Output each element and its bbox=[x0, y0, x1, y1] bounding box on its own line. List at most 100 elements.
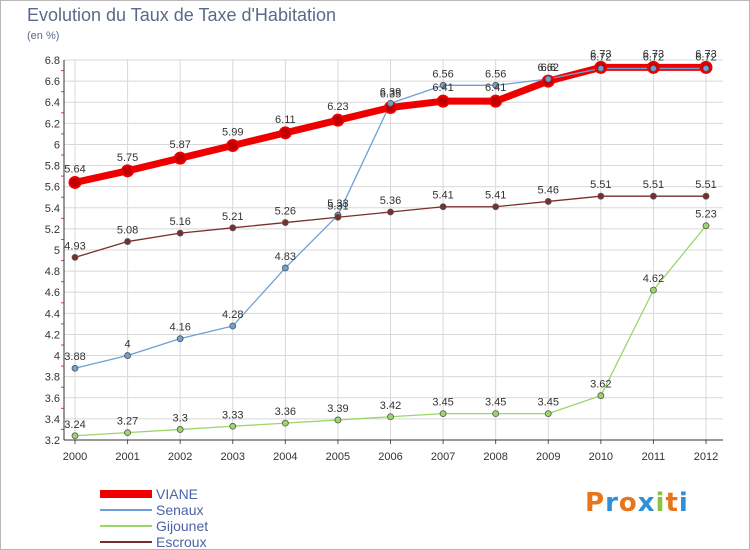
data-label: 5.23 bbox=[695, 209, 716, 221]
data-point bbox=[387, 208, 394, 216]
data-label: 5.75 bbox=[117, 152, 138, 164]
y-tick-label: 4.8 bbox=[45, 266, 60, 278]
data-point bbox=[650, 192, 657, 200]
logo-letter: t bbox=[665, 488, 679, 518]
data-label: 6.72 bbox=[695, 51, 716, 63]
data-label: 6.23 bbox=[327, 101, 348, 113]
data-point bbox=[334, 416, 342, 424]
data-labels: 5.645.755.875.996.116.236.356.41 6.416.66… bbox=[64, 48, 716, 430]
data-label: 6.6 bbox=[541, 62, 556, 74]
x-tick-label: 2007 bbox=[431, 451, 455, 463]
logo-letter: o bbox=[618, 488, 638, 518]
data-label: 5.87 bbox=[169, 139, 190, 151]
x-tick-label: 2005 bbox=[326, 451, 350, 463]
y-tick-label: 6 bbox=[54, 139, 60, 151]
x-tick-label: 2003 bbox=[221, 451, 245, 463]
data-label: 3.42 bbox=[380, 400, 401, 412]
data-point bbox=[124, 429, 131, 437]
y-tick-label: 3.6 bbox=[45, 393, 60, 405]
legend-swatch bbox=[100, 509, 152, 511]
data-label: 5.51 bbox=[695, 179, 716, 191]
data-label: 4.83 bbox=[275, 251, 296, 263]
x-tick-label: 2001 bbox=[115, 451, 139, 463]
data-point bbox=[387, 413, 394, 421]
y-tick-label: 4.2 bbox=[45, 329, 60, 341]
data-label: 6.72 bbox=[643, 51, 664, 63]
data-label: 3.45 bbox=[432, 397, 453, 409]
data-label: 4.93 bbox=[64, 240, 85, 252]
data-point bbox=[597, 192, 605, 200]
logo-letter: i bbox=[678, 488, 689, 518]
data-point bbox=[173, 151, 187, 165]
data-label: 6.11 bbox=[275, 114, 296, 126]
data-label: 3.27 bbox=[117, 416, 138, 428]
data-label: 5.16 bbox=[169, 216, 190, 228]
data-point bbox=[71, 432, 79, 440]
x-tick-label: 2004 bbox=[273, 451, 297, 463]
y-tick-label: 6.2 bbox=[45, 118, 60, 130]
legend-item: Senaux bbox=[100, 502, 208, 518]
legend-item: Escroux bbox=[100, 534, 208, 550]
data-point bbox=[68, 175, 82, 189]
data-point bbox=[334, 213, 342, 221]
x-tick-label: 2000 bbox=[63, 451, 87, 463]
data-label: 3.33 bbox=[222, 409, 243, 421]
chart-title: Evolution du Taux de Taxe d'Habitation bbox=[27, 5, 336, 25]
data-point bbox=[439, 81, 447, 89]
y-tick-label: 4 bbox=[54, 351, 60, 363]
data-point bbox=[702, 192, 710, 200]
data-label: 5.41 bbox=[432, 190, 453, 202]
y-tick-label: 4.4 bbox=[45, 308, 60, 320]
data-point bbox=[544, 410, 552, 418]
data-point bbox=[436, 94, 450, 108]
data-point bbox=[492, 410, 500, 418]
x-tick-label: 2011 bbox=[642, 451, 666, 463]
data-label: 3.36 bbox=[275, 406, 296, 418]
y-tick-label: 5.2 bbox=[45, 224, 60, 236]
data-point bbox=[544, 198, 552, 205]
legend-swatch bbox=[100, 541, 152, 543]
data-label: 5.21 bbox=[222, 211, 243, 223]
data-label: 3.62 bbox=[590, 379, 611, 391]
data-label: 5.26 bbox=[275, 206, 296, 218]
legend-label: Gijounet bbox=[156, 518, 209, 534]
y-tick-label: 5 bbox=[54, 245, 60, 257]
data-label: 5.64 bbox=[64, 163, 85, 175]
data-point bbox=[124, 352, 131, 359]
x-tick-label: 2012 bbox=[694, 451, 718, 463]
axes bbox=[61, 60, 723, 444]
data-point bbox=[387, 99, 394, 107]
logo-letter: i bbox=[655, 488, 666, 518]
data-point bbox=[124, 238, 131, 245]
data-point bbox=[281, 419, 289, 427]
y-tick-label: 3.8 bbox=[45, 372, 60, 384]
data-point bbox=[544, 75, 552, 83]
data-label: 3.45 bbox=[485, 397, 506, 409]
data-point bbox=[281, 219, 289, 226]
data-point bbox=[489, 94, 503, 108]
legend: VIANE Senaux Gijounet Escroux bbox=[100, 486, 208, 550]
data-point bbox=[702, 65, 710, 72]
data-point bbox=[71, 253, 79, 261]
x-tick-label: 2008 bbox=[483, 451, 507, 463]
y-tick-label: 6.6 bbox=[45, 76, 60, 88]
y-tick-label: 5.8 bbox=[45, 161, 60, 173]
data-point bbox=[597, 65, 605, 72]
data-label: 6.39 bbox=[380, 86, 401, 98]
y-tick-labels: 3.2 3.4 3.6 3.8 4 4.2 4.4 4.6 4.8 5 5.2 5.4 5.6 5.8 6 6… bbox=[45, 55, 60, 447]
data-point bbox=[176, 426, 184, 433]
data-point bbox=[229, 422, 237, 430]
data-label: 6.73 bbox=[695, 48, 716, 60]
data-label: 6.72 bbox=[590, 51, 611, 63]
legend-item: Gijounet bbox=[100, 518, 208, 534]
data-label: 4 bbox=[125, 339, 131, 351]
data-label: 5.46 bbox=[538, 184, 559, 196]
x-tick-label: 2002 bbox=[168, 451, 192, 463]
x-tick-label: 2009 bbox=[536, 451, 560, 463]
data-label: 5.41 bbox=[485, 190, 506, 202]
data-label: 5.33 bbox=[327, 198, 348, 210]
legend-label: Senaux bbox=[156, 502, 204, 518]
x-tick-label: 2010 bbox=[589, 451, 613, 463]
legend-label: VIANE bbox=[156, 486, 199, 502]
